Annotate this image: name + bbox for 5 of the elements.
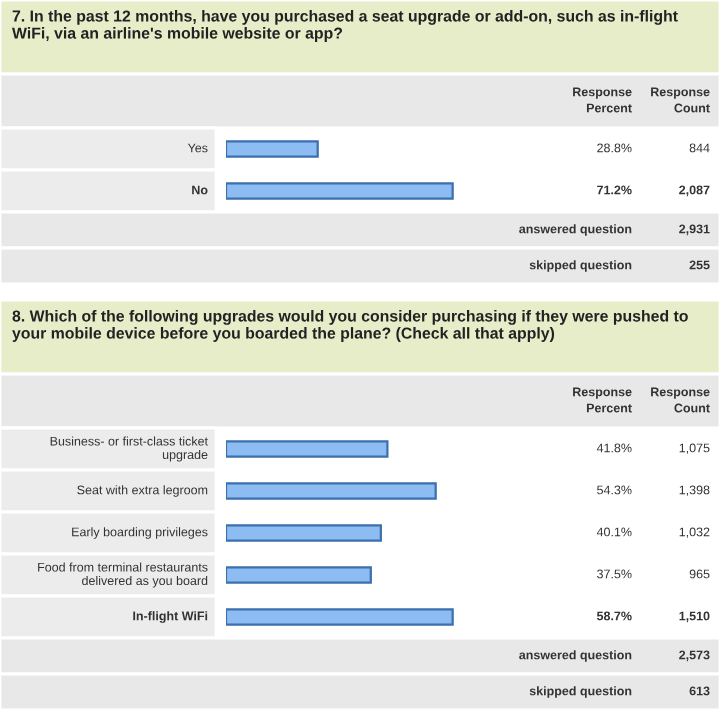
bar [226, 608, 454, 626]
bar [226, 440, 389, 458]
bar [226, 482, 437, 500]
bar [226, 566, 372, 584]
bar [226, 524, 382, 542]
